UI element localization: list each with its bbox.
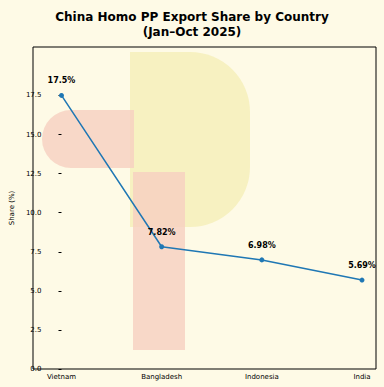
svg-text:2.5: 2.5 — [30, 326, 41, 334]
svg-text:Vietnam: Vietnam — [47, 373, 76, 381]
svg-text:17.5%: 17.5% — [48, 76, 76, 85]
svg-text:6.98%: 6.98% — [248, 241, 276, 250]
svg-text:Indonesia: Indonesia — [245, 373, 279, 381]
svg-text:7.82%: 7.82% — [148, 228, 176, 237]
svg-text:(Jan–Oct 2025): (Jan–Oct 2025) — [143, 25, 242, 39]
svg-text:5.0: 5.0 — [30, 287, 41, 295]
svg-text:China Homo PP Export Share by: China Homo PP Export Share by Country — [55, 10, 329, 24]
svg-text:India: India — [353, 373, 370, 381]
svg-text:17.5: 17.5 — [26, 91, 42, 99]
svg-text:12.5: 12.5 — [26, 170, 42, 178]
svg-text:7.5: 7.5 — [30, 248, 41, 256]
svg-text:15.0: 15.0 — [26, 131, 42, 139]
svg-text:10.0: 10.0 — [26, 209, 42, 217]
svg-text:0.0: 0.0 — [30, 365, 42, 373]
svg-text:5.69%: 5.69% — [348, 261, 376, 270]
svg-text:Share (%): Share (%) — [8, 190, 16, 225]
svg-text:Bangladesh: Bangladesh — [141, 373, 182, 381]
